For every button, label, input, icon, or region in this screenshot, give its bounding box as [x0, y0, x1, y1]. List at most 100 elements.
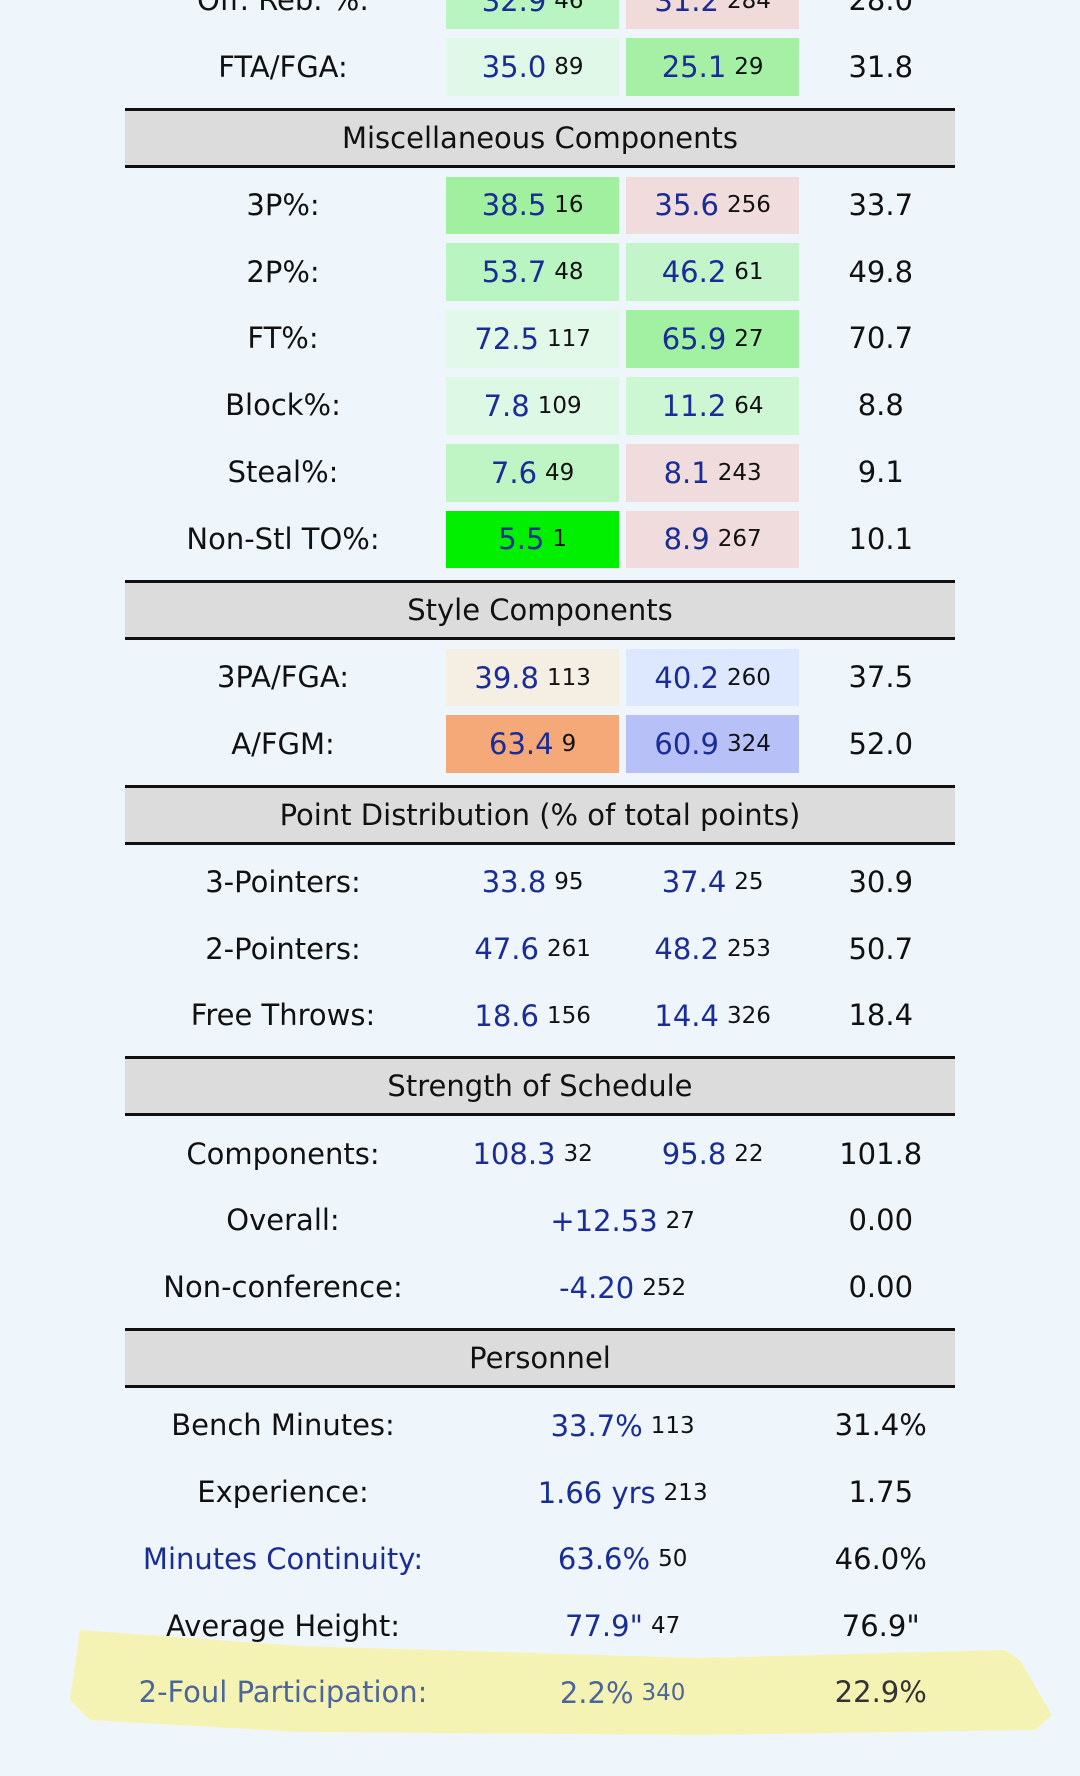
value-cell: 53.7 48 [446, 243, 620, 302]
value-cell: 7.8 109 [446, 376, 620, 435]
value-cell: 38.5 16 [446, 176, 620, 235]
average: 33.7 [848, 187, 914, 222]
value-cell: 35.6 256 [626, 176, 800, 235]
value: 40.2 [654, 660, 719, 695]
rank: 252 [642, 1274, 687, 1301]
rank: 9 [561, 731, 577, 758]
average: 70.7 [848, 321, 914, 356]
value: 25.1 [661, 50, 727, 85]
rank: 32 [563, 1141, 593, 1168]
average: 101.8 [839, 1136, 923, 1171]
value-cell: 65.9 27 [626, 310, 800, 368]
rank: 29 [734, 54, 764, 81]
rank: 89 [554, 54, 584, 81]
average: 9.1 [857, 455, 904, 490]
row-label: 2P%: [246, 254, 320, 289]
row-label: FTA/FGA: [218, 49, 348, 84]
rank: 50 [658, 1546, 688, 1573]
average: 18.4 [848, 998, 914, 1033]
value-cell: 77.9" 47 [453, 1597, 793, 1655]
row-label: Block%: [225, 388, 341, 423]
value: 35.0 [481, 50, 547, 85]
value: 48.2 [654, 932, 719, 967]
average: 8.8 [857, 388, 904, 423]
rank: 324 [726, 731, 771, 758]
section-header: Style Components [124, 579, 956, 640]
value: 39.8 [474, 660, 539, 695]
value: 38.5 [481, 188, 547, 223]
rank: 95 [554, 869, 584, 896]
value: 31.2 [654, 0, 719, 18]
value: 46.2 [661, 255, 727, 290]
value: 108.3 [472, 1137, 556, 1172]
rank: 1 [552, 526, 568, 553]
value: 7.8 [483, 388, 530, 423]
row-label: Off. Reb. %: [196, 0, 370, 17]
rank: 46 [554, 0, 584, 14]
value: 33.8 [481, 865, 547, 900]
rank: 260 [726, 664, 771, 691]
value-cell: 48.2 253 [626, 920, 799, 978]
average: 10.1 [848, 521, 914, 556]
value: 33.7% [550, 1408, 643, 1443]
value: 37.4 [661, 865, 727, 900]
value-cell: 37.4 25 [626, 854, 799, 912]
value-cell: 72.5 117 [446, 310, 620, 368]
value: 95.8 [661, 1137, 727, 1172]
average: 37.5 [848, 659, 914, 694]
value-cell: 46.2 61 [626, 243, 800, 302]
value: 77.9" [565, 1609, 643, 1644]
average: 50.7 [848, 931, 914, 966]
rank: 261 [546, 936, 591, 963]
value: 1.66 yrs [537, 1475, 656, 1510]
value-cell: 7.6 49 [446, 443, 620, 502]
section-header: Personnel [124, 1327, 956, 1388]
row-label: 3-Pointers: [205, 864, 361, 899]
section-header: Point Distribution (% of total points) [124, 784, 956, 845]
value-cell: 1.66 yrs 213 [453, 1464, 793, 1522]
value-cell: 14.4 326 [626, 987, 799, 1045]
rank: 256 [726, 192, 771, 219]
rank: 326 [726, 1003, 771, 1030]
row-label[interactable]: Minutes Continuity: [142, 1541, 424, 1576]
value-cell: 33.8 95 [446, 854, 619, 912]
value-cell: 18.6 156 [446, 987, 619, 1045]
row-label: Free Throws: [190, 998, 376, 1033]
value-cell: -4.20 252 [453, 1259, 793, 1317]
average: 28.0 [848, 0, 914, 17]
average: 76.9" [841, 1608, 920, 1643]
rank: 156 [546, 1003, 591, 1030]
row-label: 2-Pointers: [205, 931, 361, 966]
value: 18.6 [474, 999, 539, 1034]
value-cell: 63.6% 50 [453, 1531, 793, 1589]
average: 30.9 [848, 864, 914, 899]
rank: 22 [734, 1141, 764, 1168]
value: 63.6% [557, 1542, 651, 1577]
average: 49.8 [848, 254, 914, 289]
value-cell: 5.5 1 [446, 510, 620, 569]
value: -4.20 [559, 1270, 635, 1305]
row-label: 3P%: [246, 187, 320, 222]
value: 5.5 [498, 522, 545, 557]
value-cell: 60.9 324 [626, 715, 800, 774]
rank: 61 [734, 259, 764, 286]
rank: 27 [734, 326, 764, 353]
value-cell: 47.6 261 [446, 920, 619, 978]
rank: 64 [734, 392, 764, 419]
row-label: Non-conference: [163, 1270, 403, 1305]
value: 35.6 [654, 188, 719, 223]
value: 53.7 [481, 255, 547, 290]
value-cell: 33.7% 113 [453, 1397, 793, 1455]
row-label: Components: [186, 1136, 380, 1171]
average: 52.0 [848, 726, 914, 761]
value: 32.9 [481, 0, 547, 18]
value: 8.1 [663, 455, 710, 490]
value-cell: 95.8 22 [626, 1125, 799, 1183]
rank: 47 [650, 1613, 681, 1640]
average: 46.0% [834, 1541, 927, 1576]
rank: 16 [554, 192, 584, 219]
row-label: Average Height: [166, 1608, 400, 1643]
value-cell: 63.4 9 [446, 715, 620, 774]
rank: 284 [726, 0, 771, 14]
